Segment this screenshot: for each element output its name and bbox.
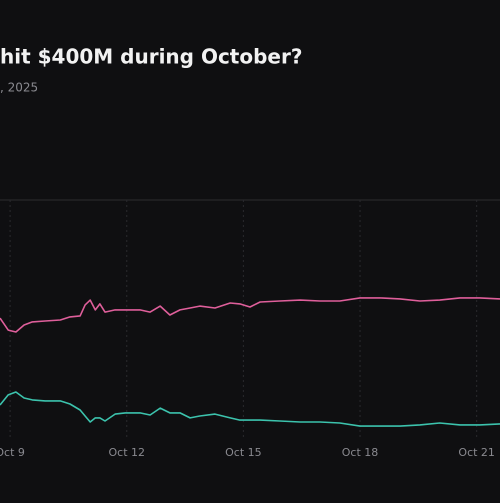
x-tick-label: Oct 18 <box>342 446 379 459</box>
chart-title: hit $400M during October? <box>0 45 302 69</box>
chart-subtitle: , 2025 <box>0 81 38 95</box>
x-tick-label: Oct 15 <box>225 446 262 459</box>
x-tick-label: Oct 21 <box>458 446 495 459</box>
line-series <box>0 297 500 333</box>
x-tick-label: Oct 12 <box>108 446 145 459</box>
line-series <box>0 391 500 427</box>
x-tick-label: Oct 9 <box>0 446 25 459</box>
